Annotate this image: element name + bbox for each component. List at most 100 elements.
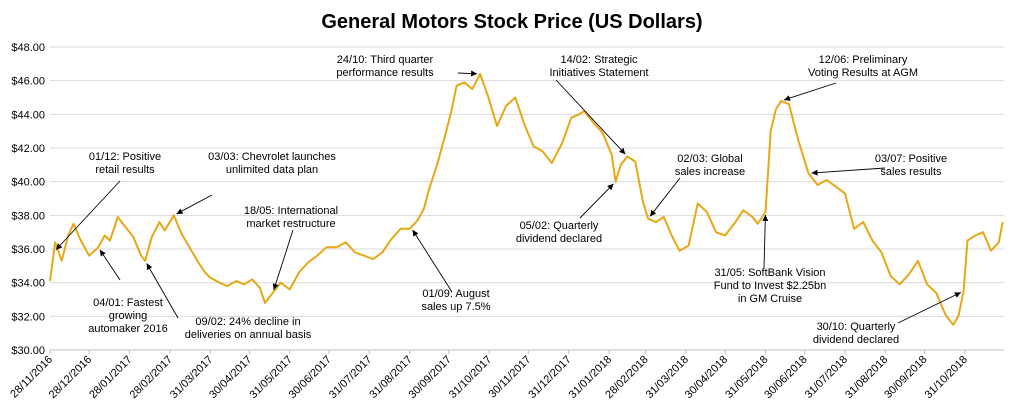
annotation-text: 04/01: Fastest (93, 297, 163, 309)
annotation-text: dividend declared (516, 233, 602, 245)
annotation-text: 02/03: Global (677, 153, 742, 165)
y-tick-label: $32.00 (11, 311, 45, 323)
y-tick-label: $38.00 (11, 210, 45, 222)
y-tick-label: $46.00 (11, 76, 45, 88)
annotation-text: dividend declared (813, 334, 899, 346)
y-axis-ticks: $30.00 $32.00 $34.00 $36.00 $38.00 $40.00 $42.… (11, 42, 45, 357)
annotation-arrow (176, 194, 213, 215)
arrowhead (55, 243, 63, 250)
arrowhead (811, 169, 818, 176)
gridlines (50, 46, 1004, 351)
annotation-text: 03/03: Chevrolet launches (208, 151, 336, 163)
annotation-text: sales up 7.5% (421, 301, 490, 313)
annotation-arrow (99, 249, 121, 281)
x-tick-label: 28/12/2016 (47, 354, 94, 401)
annotation-text: 30/10: Quarterly (817, 321, 896, 333)
annotation-text: 14/02: Strategic (560, 54, 638, 66)
x-tick-label: 30/06/2018 (762, 354, 809, 401)
annotation-text: performance results (336, 67, 434, 79)
arrowhead (99, 249, 106, 257)
annotation-text: 24/10: Third quarter (337, 54, 434, 66)
x-tick-label: 30/04/2018 (683, 354, 730, 401)
arrowhead (470, 70, 478, 77)
annotation-text: sales increase (675, 166, 745, 178)
annotation-arrow (579, 183, 614, 219)
annotation-text: 03/07: Positive (875, 153, 947, 165)
annotation-text: unlimited data plan (226, 164, 318, 176)
arrowhead (783, 95, 791, 101)
arrowhead (650, 209, 657, 217)
arrowhead (954, 292, 961, 298)
x-tick-label: 30/09/2017 (407, 354, 454, 401)
annotation-text: 31/05: SoftBank Vision (714, 267, 825, 279)
y-tick-label: $40.00 (11, 177, 45, 189)
x-tick-label: 28/02/2017 (128, 354, 175, 401)
x-tick-label: 31/10/2018 (923, 354, 970, 401)
annotation-arrow (55, 180, 121, 251)
annotation-arrow (649, 177, 681, 217)
annotation-text: automaker 2016 (88, 323, 168, 335)
y-tick-label: $42.00 (11, 143, 45, 155)
chart-title: General Motors Stock Price (US Dollars) (321, 11, 702, 33)
annotation-text: Initiatives Statement (549, 67, 648, 79)
arrowhead (146, 263, 153, 271)
annotation-text: 01/09: August (422, 288, 489, 300)
annotation-arrow (763, 214, 766, 269)
annotation-arrow (811, 167, 886, 174)
price-series (49, 72, 1004, 326)
y-tick-label: $36.00 (11, 244, 45, 256)
annotation-arrow (555, 79, 626, 155)
x-tick-label: 30/09/2018 (882, 354, 929, 401)
annotation-text: growing (109, 310, 148, 322)
y-tick-label: $48.00 (11, 42, 45, 54)
annotation-text: retail results (95, 164, 155, 176)
arrowhead (176, 208, 184, 214)
annotation-text: 18/05: International (244, 205, 338, 217)
annotation-text: sales results (880, 166, 942, 178)
annotation-text: in GM Cruise (738, 293, 802, 305)
arrowhead (762, 214, 769, 222)
annotation-text: 01/12: Positive (89, 151, 161, 163)
x-axis-ticks: 28/11/201628/12/201628/01/201728/02/2017… (8, 350, 970, 401)
annotation-arrow (783, 82, 837, 101)
annotation-text: 09/02: 24% decline in (195, 316, 300, 328)
annotation-text: market restructure (246, 218, 335, 230)
arrowhead (619, 147, 626, 155)
annotation-arrow (412, 229, 453, 293)
annotation-text: deliveries on annual basis (185, 329, 312, 341)
x-tick-label: 31/12/2017 (526, 354, 573, 401)
annotation-arrow (273, 229, 294, 291)
y-tick-label: $44.00 (11, 109, 45, 121)
annotation-text: Voting Results at AGM (808, 67, 918, 79)
x-tick-label: 31/07/2018 (803, 354, 850, 401)
annotation-text: 05/02: Quarterly (520, 220, 599, 232)
annotation-text: Fund to Invest $2.25bn (714, 280, 827, 292)
annotation-text: 12/06: Preliminary (819, 54, 908, 66)
x-tick-label: 30/06/2017 (287, 354, 334, 401)
x-tick-label: 28/01/2017 (87, 354, 134, 401)
annotation-arrow (897, 291, 962, 324)
x-tick-label: 31/07/2017 (327, 354, 374, 401)
arrowhead (272, 283, 279, 290)
annotation-arrow (146, 263, 179, 319)
y-tick-label: $30.00 (11, 345, 45, 357)
y-tick-label: $34.00 (11, 278, 45, 290)
arrowhead (412, 229, 419, 237)
price-line (49, 72, 1004, 326)
